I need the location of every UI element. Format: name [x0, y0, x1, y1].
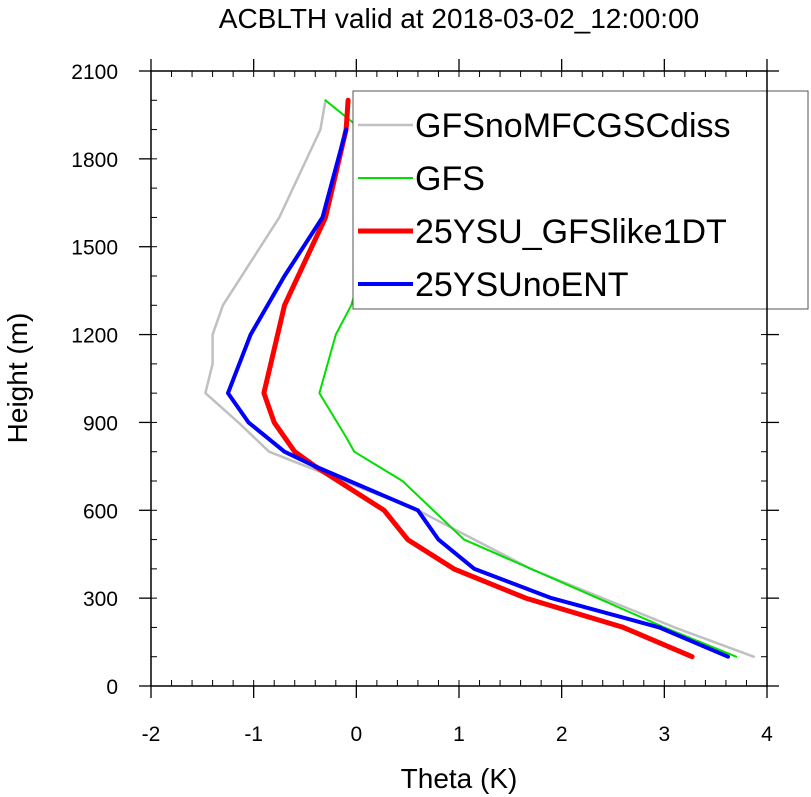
plot-frame	[150, 70, 768, 687]
series-line-4	[226, 127, 730, 659]
chart-title: ACBLTH valid at 2018-03-02_12:00:00	[219, 3, 699, 34]
x-tick-label: 1	[453, 723, 465, 746]
y-tick-label: 1800	[71, 149, 118, 172]
y-tick-label: 900	[83, 412, 118, 435]
x-tick-label: 0	[350, 723, 362, 746]
x-axis-label: Theta (K)	[401, 763, 518, 794]
x-tick-label: 3	[658, 723, 670, 746]
legend-label-4: 25YSUnoENT	[415, 266, 629, 304]
series-line-3	[261, 97, 695, 660]
y-tick-label: 300	[83, 588, 118, 611]
x-tick-label: 2	[556, 723, 568, 746]
legend-label-2: GFS	[415, 160, 485, 198]
legend-box	[352, 90, 809, 310]
y-tick-label: 1500	[71, 237, 118, 260]
legend: GFSnoMFCGSCdiss GFS 25YSU_GFSlike1DT 25YSUn…	[352, 90, 809, 310]
y-tick-label: 1200	[71, 325, 118, 348]
x-tick-label: -1	[244, 723, 263, 746]
legend-label-3: 25YSU_GFSlike1DT	[415, 213, 727, 251]
y-tick-label: 0	[106, 676, 118, 699]
y-tick-label: 2100	[71, 61, 118, 84]
x-tick-label: -2	[142, 723, 161, 746]
x-tick-label: 4	[761, 723, 773, 746]
y-axis-label: Height (m)	[2, 313, 33, 444]
y-tick-label: 600	[83, 500, 118, 523]
legend-label-1: GFSnoMFCGSCdiss	[415, 107, 731, 145]
tick-labels: -2 -1 0 1 2 3 4 0 300 600 900 1200 1500 1800 2100	[71, 61, 773, 746]
